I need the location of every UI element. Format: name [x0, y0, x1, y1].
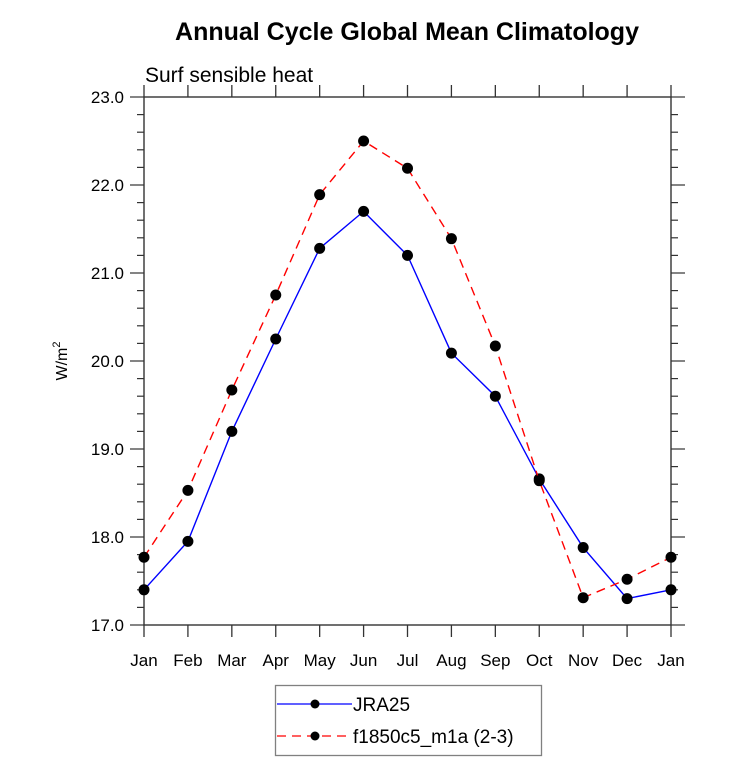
y-tick-label: 23.0 [91, 88, 124, 107]
legend-entry-f1850c5: f1850c5_m1a (2-3) [277, 727, 514, 748]
x-tick-label: Aug [436, 651, 466, 670]
chart-title: Annual Cycle Global Mean Climatology [175, 18, 639, 46]
data-point [270, 289, 282, 301]
data-point [314, 189, 326, 201]
y-tick-label: 20.0 [91, 352, 124, 371]
series-layer [138, 135, 677, 605]
data-point [402, 249, 413, 261]
legend-marker-jra25 [310, 699, 320, 709]
y-axis-label-superscript: 2 [51, 342, 63, 348]
data-point [665, 584, 677, 596]
data-point [621, 593, 633, 605]
data-point [445, 233, 457, 245]
y-tick-label: 19.0 [91, 440, 124, 459]
data-point [314, 242, 326, 254]
data-point [533, 475, 545, 487]
data-point [489, 390, 501, 402]
x-tick-label: Dec [612, 651, 643, 670]
series-line [143, 140, 672, 599]
x-tick-labels: Jan Feb Mar Apr May Jun Jul Aug Sep Oct Nov Dec Jan [130, 651, 684, 670]
data-point [138, 551, 150, 563]
y-axis-label: W/m2 [51, 342, 71, 381]
x-tick-label: Jan [657, 651, 684, 670]
x-tick-label: May [304, 651, 337, 670]
data-point [577, 542, 589, 554]
data-point [138, 584, 150, 596]
y-tick-labels: 17.0 18.0 19.0 20.0 21.0 22.0 23.0 [91, 88, 124, 635]
x-tick-label: Oct [526, 651, 553, 670]
x-tick-label: Apr [263, 651, 290, 670]
x-tick-label: Jan [130, 651, 157, 670]
data-point [621, 573, 633, 585]
data-point [577, 592, 589, 604]
axes [130, 85, 685, 637]
x-tick-label: Jun [350, 651, 377, 670]
svg-text:W/m2: W/m2 [51, 342, 71, 381]
data-point [226, 384, 238, 396]
data-point [402, 162, 413, 174]
legend-box [274, 684, 543, 757]
data-point [358, 135, 370, 147]
y-axis-label-text: W/m [54, 348, 71, 381]
data-point [445, 347, 457, 359]
chart-subtitle: Surf sensible heat [145, 64, 313, 87]
x-tick-label: Nov [568, 651, 599, 670]
legend-label-jra25: JRA25 [353, 695, 410, 716]
legend: JRA25 f1850c5_m1a (2-3) [274, 684, 543, 757]
series-line [143, 210, 672, 600]
data-point [358, 205, 370, 217]
legend-entry-jra25: JRA25 [277, 695, 410, 716]
data-point [489, 340, 501, 352]
plot-frame [143, 96, 672, 626]
x-tick-label: Mar [217, 651, 247, 670]
series-f1850c5 [138, 135, 677, 604]
x-tick-label: Jul [397, 651, 419, 670]
series-jra25 [138, 205, 677, 605]
y-tick-label: 22.0 [91, 176, 124, 195]
x-tick-label: Feb [173, 651, 202, 670]
legend-marker-f1850c5 [310, 731, 320, 741]
data-point [665, 551, 677, 563]
legend-label-f1850c5: f1850c5_m1a (2-3) [353, 727, 514, 748]
y-tick-label: 18.0 [91, 528, 124, 547]
y-tick-label: 17.0 [91, 616, 124, 635]
data-point [226, 425, 238, 437]
data-point [182, 484, 194, 496]
y-tick-label: 21.0 [91, 264, 124, 283]
x-tick-label: Sep [480, 651, 510, 670]
data-point [182, 535, 194, 547]
data-point [270, 333, 282, 345]
